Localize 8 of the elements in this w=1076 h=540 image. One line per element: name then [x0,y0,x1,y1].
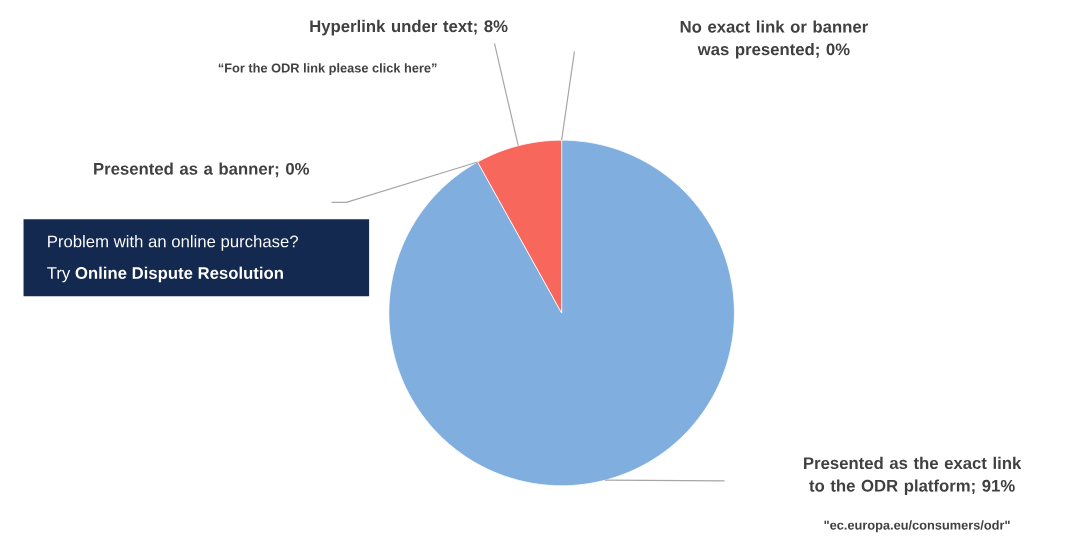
category-label: No exact link or banner was presented; 0% [680,20,868,59]
slice-label: Hyperlink under text; 8% [310,19,508,36]
text: "ec.europa.eu/consumers/odr" [824,520,1010,533]
slice-label: Presented as the exact link to the ODR platform; 91% [804,456,1022,495]
category-label: Presented as a banner; 0% [94,162,310,178]
text: Try Online Dispute Resolution [47,266,283,283]
text: Problem with an online purchase? [48,235,298,251]
text: “For the ODR link please click here” [218,63,437,76]
